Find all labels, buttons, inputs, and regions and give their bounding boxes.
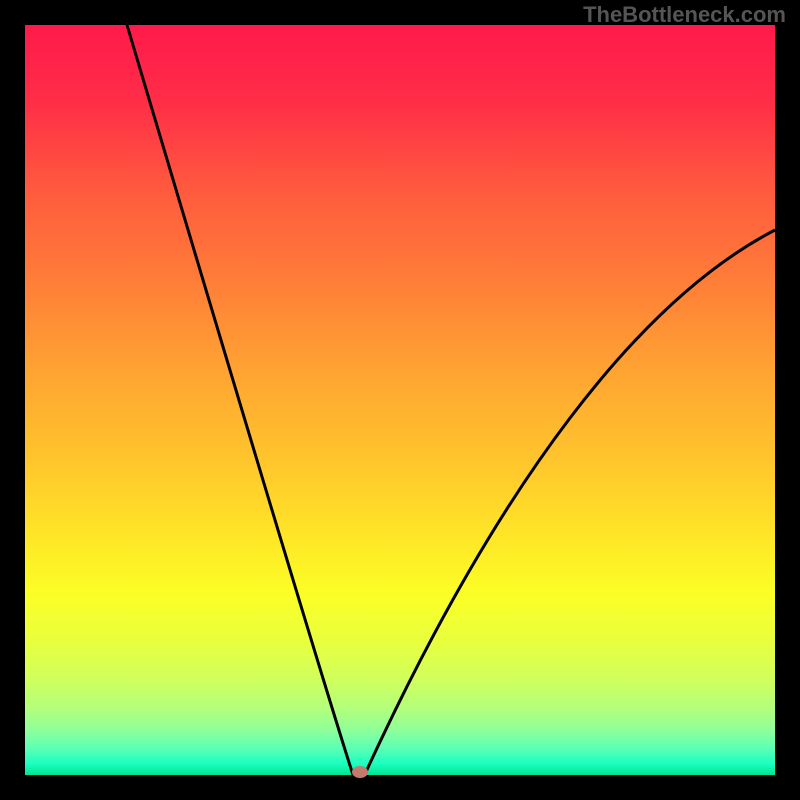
plot-background [25,25,775,775]
chart-container: TheBottleneck.com [0,0,800,800]
watermark-text: TheBottleneck.com [583,2,786,28]
bottleneck-chart-svg [0,0,800,800]
optimal-point-marker [352,766,368,778]
